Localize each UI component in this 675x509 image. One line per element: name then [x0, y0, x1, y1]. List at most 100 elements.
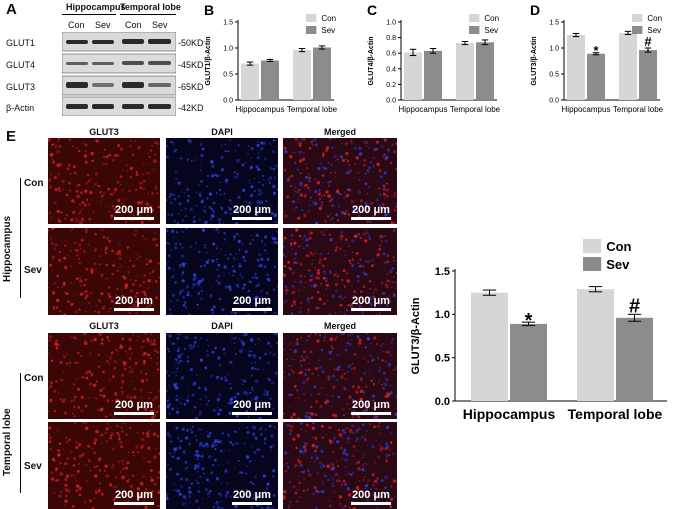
- blot-lane-label: Sev: [95, 20, 111, 30]
- legend-swatch: [469, 14, 480, 22]
- significance-mark: #: [629, 295, 640, 317]
- y-tick-label: 0.6: [386, 51, 396, 58]
- micrograph-image: [166, 422, 278, 509]
- scale-bar-label: 200 μm: [115, 489, 153, 501]
- legend-label: Sev: [647, 26, 661, 35]
- panel-label: C: [367, 2, 377, 18]
- bar-sev: [424, 50, 442, 100]
- micrograph-image: [283, 422, 397, 509]
- y-tick-label: 0.2: [386, 82, 396, 89]
- x-category-label: Temporal lobe: [450, 105, 501, 114]
- scale-bar: 200 μm: [114, 489, 154, 505]
- chart-d: D 0.0 0.5 1.0 1.5 GLUT3/β-Actin * Hippocampus # T…: [530, 2, 664, 114]
- blot-band-size: -50KD: [178, 38, 204, 48]
- y-tick-label: 1.0: [435, 309, 450, 321]
- micrograph-glut3-hippocampus-con: 200 μm: [48, 138, 160, 224]
- scale-bar-line: [351, 412, 391, 415]
- channel-title-merged: Merged: [323, 321, 356, 331]
- micrograph-image: [283, 333, 397, 419]
- blot-lane-label: Con: [125, 20, 142, 30]
- scale-bar-line: [351, 217, 391, 220]
- x-category-label: Temporal lobe: [613, 105, 664, 114]
- micrograph-dapi-temporal-sev: 200 μm: [166, 422, 278, 509]
- micrograph-dapi-hippocampus-sev: 200 μm: [166, 228, 278, 315]
- group-bracket: [20, 373, 21, 493]
- channel-title-merged: Merged: [323, 127, 356, 137]
- micrograph-glut3-temporal-con: 200 μm: [48, 333, 160, 419]
- blot-lane-label: Sev: [152, 20, 168, 30]
- micrograph-image: [166, 138, 278, 224]
- chart-glut3-large: 0.0 0.5 1.0 1.5 GLUT3/β-Actin * Hippocampus # Te…: [410, 239, 667, 422]
- blot-band-name: GLUT3: [6, 82, 36, 92]
- bar-sev: [616, 317, 653, 401]
- bar-con: [293, 50, 311, 100]
- micrograph-image: [48, 138, 160, 224]
- scale-bar: 200 μm: [351, 399, 391, 415]
- significance-mark: #: [644, 34, 652, 49]
- legend-swatch: [306, 26, 317, 34]
- micrograph-merged-hippocampus-con: 200 μm: [283, 138, 397, 224]
- bar-con: [567, 35, 585, 100]
- legend-label: Con: [647, 14, 662, 23]
- bar-sev: [510, 323, 547, 401]
- scale-bar: 200 μm: [232, 489, 272, 505]
- blot-band-size: -45KD: [178, 60, 204, 70]
- scale-bar-line: [232, 217, 272, 220]
- y-tick-label: 0.4: [386, 66, 396, 73]
- y-tick-label: 0.0: [223, 97, 233, 104]
- bar-con: [471, 292, 508, 401]
- scale-bar: 200 μm: [351, 489, 391, 505]
- micrograph-merged-temporal-sev: 200 μm: [283, 422, 397, 509]
- legend-swatch: [632, 14, 643, 22]
- y-tick-label: 0.0: [549, 97, 559, 104]
- micrograph-image: [48, 228, 160, 315]
- scale-bar-line: [114, 502, 154, 505]
- row-label-sev: Sev: [24, 461, 42, 472]
- x-category-label: Hippocampus: [236, 105, 285, 114]
- scale-bar-line: [351, 502, 391, 505]
- micrograph-image: [48, 422, 160, 509]
- micrograph-merged-temporal-con: 200 μm: [283, 333, 397, 419]
- significance-mark: *: [525, 310, 533, 332]
- y-tick-label: 0.5: [435, 353, 450, 365]
- y-tick-label: 0.5: [223, 71, 233, 78]
- panel-e-label: E: [6, 128, 17, 145]
- legend-swatch: [632, 26, 643, 34]
- scale-bar-label: 200 μm: [233, 295, 271, 307]
- blot-band-name: β-Actin: [6, 103, 35, 113]
- scale-bar: 200 μm: [351, 295, 391, 311]
- blot-band-size: -42KD: [178, 103, 204, 113]
- legend-swatch: [469, 26, 480, 34]
- blot-rows: GLUT1 GLUT4 GLUT3 β-Actin -50KD -45KD -6…: [6, 32, 236, 116]
- bar-sev: [313, 47, 331, 100]
- x-category-label: Hippocampus: [399, 105, 448, 114]
- bar-sev: [261, 60, 279, 100]
- blot-region-hippocampus: Hippocampus: [66, 2, 126, 12]
- scale-bar: 200 μm: [351, 204, 391, 220]
- y-axis-label: GLUT3/β-Actin: [410, 297, 422, 374]
- scale-bar-label: 200 μm: [233, 204, 271, 216]
- x-category-label: Temporal lobe: [568, 406, 663, 422]
- group-label-hippocampus: Hippocampus: [2, 215, 13, 282]
- bar-sev: [476, 42, 494, 100]
- scale-bar-label: 200 μm: [115, 204, 153, 216]
- y-tick-label: 0.0: [386, 97, 396, 104]
- blot-region-line: [62, 14, 116, 15]
- channel-title-glut3: GLUT3: [89, 127, 119, 137]
- micrograph-image: [166, 333, 278, 419]
- bar-sev: [639, 50, 657, 100]
- bar-con: [619, 32, 637, 100]
- y-tick-label: 1.0: [223, 45, 233, 52]
- channel-title-dapi: DAPI: [211, 127, 233, 137]
- x-category-label: Hippocampus: [562, 105, 611, 114]
- legend-swatch: [583, 257, 602, 271]
- y-axis-label: GLUT4/β-Actin: [368, 37, 375, 86]
- scale-bar-label: 200 μm: [233, 489, 271, 501]
- y-axis-label: GLUT1/β-Actin: [205, 37, 212, 86]
- bar-con: [404, 52, 422, 100]
- micrograph-dapi-hippocampus-con: 200 μm: [166, 138, 278, 224]
- panel-label: D: [530, 2, 540, 18]
- scale-bar-line: [351, 308, 391, 311]
- y-axis-label: GLUT3/β-Actin: [531, 37, 538, 86]
- row-label-con: Con: [24, 373, 44, 384]
